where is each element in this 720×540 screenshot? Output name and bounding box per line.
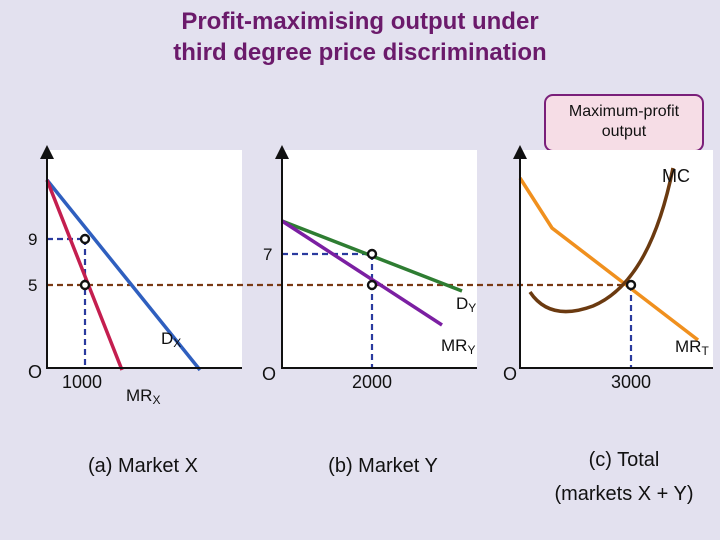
origin-b-label: O <box>262 364 276 384</box>
point-a-mr <box>79 279 91 291</box>
price-7-label: 7 <box>263 245 272 264</box>
panel-b-caption: (b) Market Y <box>328 455 438 477</box>
price-9-label: 9 <box>28 230 37 249</box>
mc-label: MC <box>662 166 690 186</box>
mr-y-label: MRY <box>441 336 475 357</box>
panel-a-caption: (a) Market X <box>88 455 198 477</box>
callout-line-1: Maximum-profit <box>568 103 680 120</box>
axes <box>40 145 713 369</box>
callout-line-2: output <box>601 123 647 140</box>
origin-c-label: O <box>503 364 517 384</box>
chart-title-line-2: third degree price discrimination <box>173 39 547 66</box>
demand-x-curve <box>45 178 202 372</box>
point-b-price <box>366 248 378 260</box>
panel-c-caption-line-2: (markets X + Y) <box>554 483 693 505</box>
panel-b-axes <box>275 145 477 369</box>
panel-c-axes <box>513 145 713 369</box>
equilibrium-points <box>79 233 637 291</box>
origin-a-label: O <box>28 362 42 382</box>
quantity-2000-label: 2000 <box>352 372 392 392</box>
demand-y-label: DY <box>456 294 476 315</box>
max-profit-callout: Maximum-profit output <box>544 94 704 152</box>
panel-a-background <box>47 150 242 368</box>
mr-total-label: MRT <box>675 337 709 358</box>
chart-title-line-1: Profit-maximising output under <box>181 8 539 35</box>
panel-c-caption-line-1: (c) Total <box>589 449 660 471</box>
panel-a-axes <box>40 145 242 369</box>
mr-total-curve <box>518 177 700 342</box>
mr-x-curve <box>45 179 124 371</box>
point-b-mr <box>366 279 378 291</box>
mr-x-label: MRX <box>126 386 160 407</box>
quantity-1000-label: 1000 <box>62 372 102 392</box>
point-a-price <box>79 233 91 245</box>
demand-x-label: DX <box>161 329 181 350</box>
mr-y-curve <box>281 219 443 327</box>
mc-curve <box>528 167 675 314</box>
quantity-3000-label: 3000 <box>611 372 651 392</box>
panel-c-background <box>520 150 713 368</box>
chart-title: Profit-maximising output under third deg… <box>0 6 720 68</box>
price-5-label: 5 <box>28 276 37 295</box>
dashed-guides <box>47 237 633 368</box>
point-c-equilibrium <box>625 279 637 291</box>
